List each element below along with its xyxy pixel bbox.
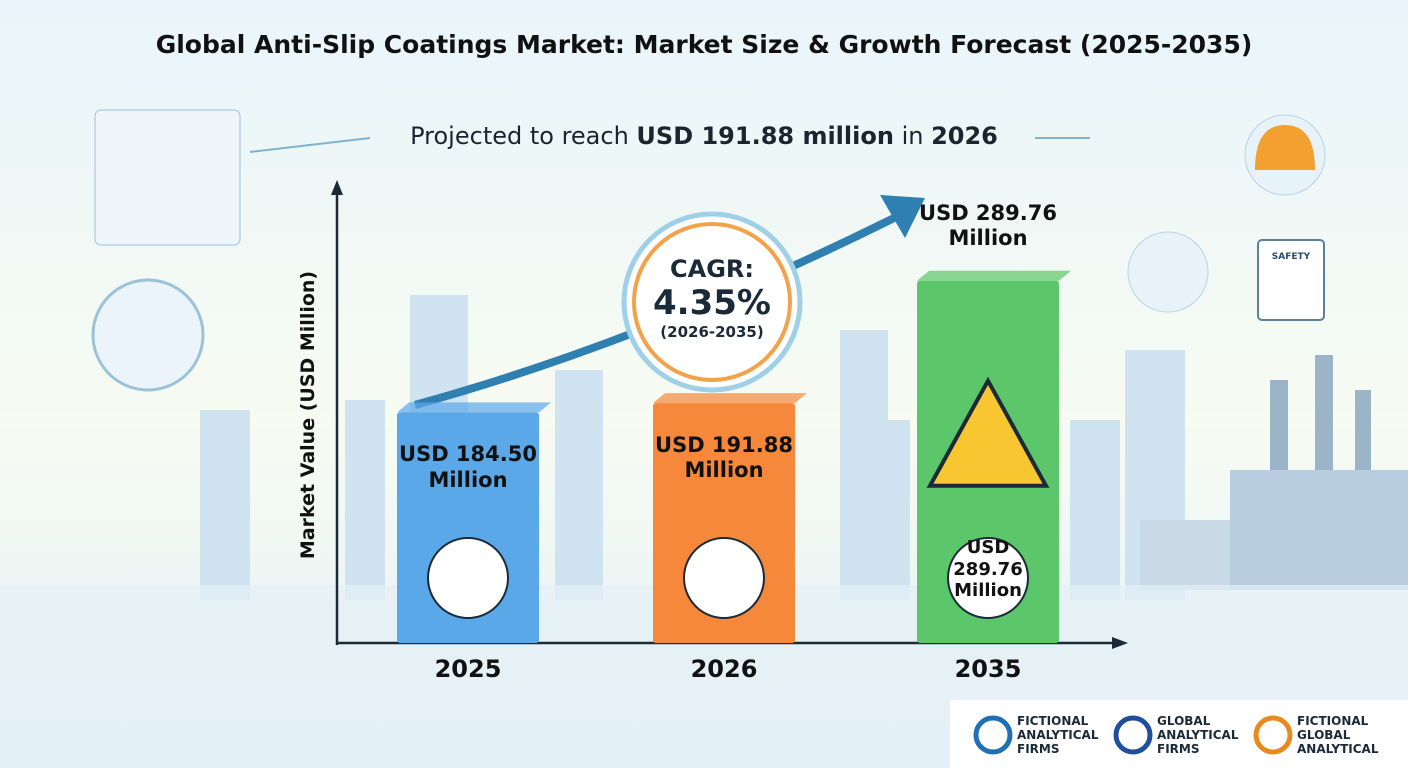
cagr-box: CAGR: 4.35% (2026-2035) <box>632 255 792 341</box>
safety-doc <box>1257 239 1325 321</box>
subtitle: Projected to reach USD 191.88 million in… <box>0 122 1408 150</box>
cagr-value: 4.35% <box>653 283 771 323</box>
logo-text: GLOBAL ANALYTICAL FIRMS <box>1157 714 1239 756</box>
helmet <box>1255 125 1315 170</box>
bar-icon <box>947 537 1029 619</box>
arrow-head <box>880 195 925 238</box>
bar-top <box>397 402 551 413</box>
x-tick-label: 2035 <box>954 655 1022 683</box>
floor-card <box>91 278 205 392</box>
x-tick-label: 2026 <box>690 655 758 683</box>
bar-top <box>653 393 807 404</box>
x-axis-arrow <box>1112 637 1128 649</box>
bar-icon <box>683 537 765 619</box>
value-label: USD 191.88 Million <box>655 433 793 483</box>
worker-card <box>1127 231 1209 313</box>
skyline <box>200 295 1185 600</box>
cagr-period: (2026-2035) <box>660 323 764 341</box>
subtitle-text: Projected to reach <box>410 122 637 150</box>
logo-text: FICTIONAL ANALYTICAL FIRMS <box>1017 714 1099 756</box>
deco-line <box>249 137 371 153</box>
logo-icon <box>1113 715 1153 755</box>
x-tick-label: 2025 <box>434 655 502 683</box>
title: Global Anti-Slip Coatings Market: Market… <box>155 30 1253 59</box>
cagr-label: CAGR: <box>670 255 754 283</box>
cagr-ring <box>632 222 792 382</box>
subtitle-text: in <box>893 122 932 150</box>
bar-icon <box>427 537 509 619</box>
y-axis-arrow <box>331 180 343 195</box>
warning-sign <box>926 376 1050 488</box>
value-label: USD 289.76 Million <box>919 200 1057 250</box>
logo-icon <box>1253 715 1293 755</box>
subtitle-year: 2026 <box>931 122 998 150</box>
safety-text: SAFETY <box>1271 252 1311 262</box>
y-axis-label: Market Value (USD Million) <box>297 270 319 560</box>
subtitle-amount: USD 191.88 million <box>636 122 894 150</box>
stairs-card <box>94 109 241 246</box>
value-label: USD 184.50 Million <box>399 442 537 492</box>
bar-top <box>917 270 1071 281</box>
factory <box>1140 355 1408 590</box>
annotation: USD 289.76 Million <box>953 537 1023 602</box>
logo-panel <box>950 700 1408 768</box>
logo-icon <box>973 715 1013 755</box>
logo-text: FICTIONAL GLOBAL ANALYTICAL <box>1297 714 1379 756</box>
cagr-circle <box>621 211 803 393</box>
